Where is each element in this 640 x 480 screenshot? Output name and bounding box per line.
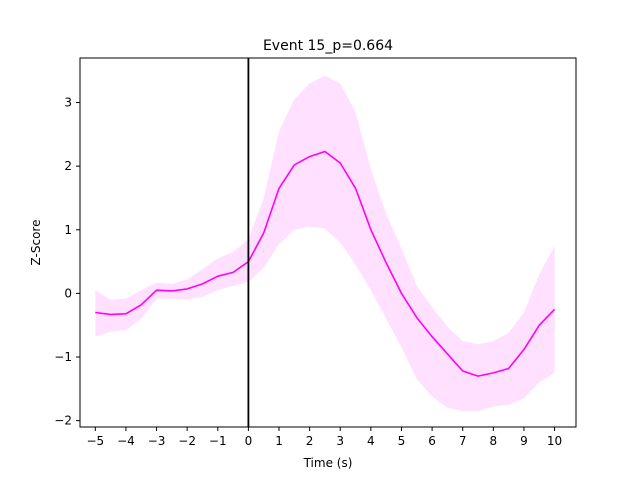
data-point (493, 372, 494, 373)
data-point (217, 276, 218, 277)
x-tick-label: −4 (117, 434, 135, 448)
data-point (539, 325, 540, 326)
data-point (171, 290, 172, 291)
y-tick-label: 2 (64, 159, 72, 173)
data-point (416, 317, 417, 318)
data-point (478, 376, 479, 377)
data-point (141, 304, 142, 305)
chart-title: Event 15_p=0.664 (263, 38, 393, 54)
x-tick-label: 2 (306, 434, 314, 448)
x-tick-label: −3 (148, 434, 166, 448)
data-point (401, 293, 402, 294)
data-point (554, 309, 555, 310)
data-point (462, 371, 463, 372)
data-point (294, 164, 295, 165)
data-point (279, 188, 280, 189)
x-tick-label: −1 (209, 434, 227, 448)
data-point (524, 349, 525, 350)
plot-area (95, 75, 556, 412)
x-tick-label: 8 (490, 434, 498, 448)
data-point (309, 156, 310, 157)
data-point (95, 312, 96, 313)
data-point (432, 336, 433, 337)
x-tick-label: 4 (367, 434, 375, 448)
y-tick-label: 3 (64, 96, 72, 110)
data-point (110, 314, 111, 315)
y-tick-label: −2 (54, 414, 72, 428)
data-point (340, 163, 341, 164)
y-axis-ticks: −2 −1 0 1 2 3 (54, 96, 80, 428)
data-point (370, 229, 371, 230)
x-tick-label: 6 (428, 434, 436, 448)
x-tick-label: 10 (547, 434, 562, 448)
axes-frame (79, 57, 577, 428)
data-point (202, 283, 203, 284)
data-point (355, 188, 356, 189)
y-tick-label: 0 (64, 286, 72, 300)
x-tick-label: 9 (520, 434, 528, 448)
data-point (508, 368, 509, 369)
data-point (156, 290, 157, 291)
x-tick-label: 5 (398, 434, 406, 448)
x-tick-label: 7 (459, 434, 467, 448)
x-tick-label: 1 (275, 434, 283, 448)
y-tick-label: 1 (64, 223, 72, 237)
data-point (263, 233, 264, 234)
x-tick-label: −2 (178, 434, 196, 448)
data-point (187, 288, 188, 289)
x-axis-label: Time (s) (303, 456, 353, 470)
data-point (233, 272, 234, 273)
y-tick-label: −1 (54, 350, 72, 364)
confidence-band (95, 75, 555, 412)
data-point (324, 151, 325, 152)
x-tick-label: 3 (336, 434, 344, 448)
x-axis-ticks: −5 −4 −3 −2 −1 0 1 2 3 4 5 6 7 8 9 10 (86, 427, 562, 448)
series-line (95, 150, 556, 377)
y-axis-label: Z-Score (29, 220, 43, 266)
data-point (125, 313, 126, 314)
x-tick-label: −5 (86, 434, 104, 448)
data-point (447, 353, 448, 354)
x-tick-label: 0 (245, 434, 253, 448)
data-point (386, 262, 387, 263)
